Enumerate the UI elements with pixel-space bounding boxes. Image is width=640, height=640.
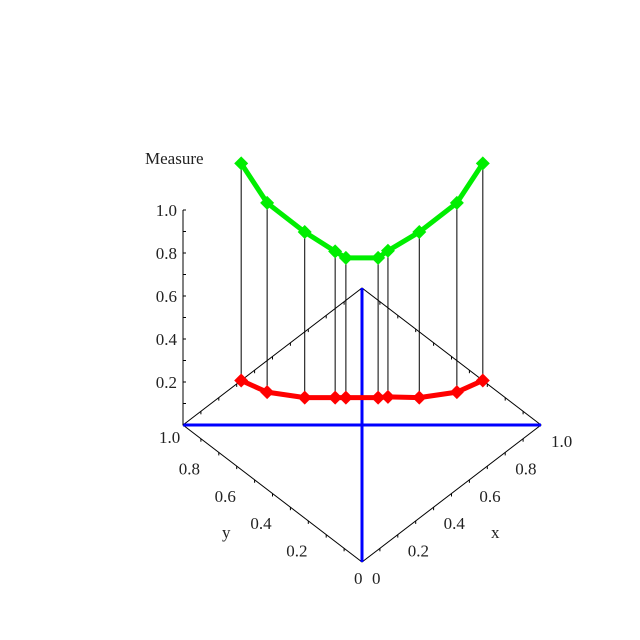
series-0-point bbox=[449, 385, 464, 400]
y-tick-label: 0.8 bbox=[179, 459, 200, 478]
z-tick-label: 0.2 bbox=[156, 373, 177, 392]
z-tick-label: 1.0 bbox=[156, 201, 177, 220]
series-0-point bbox=[328, 390, 343, 405]
z-tick-label: 0.4 bbox=[156, 330, 178, 349]
z-tick-label: 0.6 bbox=[156, 287, 177, 306]
x-tick-label: 0.4 bbox=[444, 514, 466, 533]
y-axis-label: y bbox=[222, 523, 231, 542]
series-1-point bbox=[260, 195, 275, 210]
z-axis-label: Measure bbox=[145, 149, 204, 168]
series-1-point bbox=[412, 225, 427, 240]
y-tick-label: 0 bbox=[354, 569, 363, 588]
series-0-point bbox=[260, 385, 275, 400]
series-group bbox=[234, 156, 490, 405]
x-axis-label: x bbox=[491, 523, 500, 542]
series-0-point bbox=[234, 373, 249, 388]
series-1-point bbox=[475, 156, 490, 171]
stems bbox=[240, 163, 484, 398]
series-1-point bbox=[338, 250, 353, 265]
series-1-point bbox=[234, 156, 249, 171]
x-tick-label: 0 bbox=[372, 569, 381, 588]
series-0-point bbox=[297, 390, 312, 405]
y-tick-label: 0.6 bbox=[215, 487, 236, 506]
floor-frame bbox=[182, 287, 542, 563]
series-0-point bbox=[338, 390, 353, 405]
series-0-line bbox=[240, 378, 484, 401]
y-tick-label: 0.2 bbox=[286, 542, 307, 561]
series-1-point bbox=[449, 195, 464, 210]
series-0-point bbox=[412, 390, 427, 405]
x-tick-label: 0.6 bbox=[479, 487, 500, 506]
x-tick-label: 0.2 bbox=[408, 542, 429, 561]
z-axis bbox=[182, 209, 186, 425]
series-0-point bbox=[475, 373, 490, 388]
x-tick-label: 1.0 bbox=[551, 432, 572, 451]
series-1-point bbox=[328, 244, 343, 259]
x-tick-label: 0.8 bbox=[515, 459, 536, 478]
series-1-point bbox=[380, 243, 395, 258]
series-0-point bbox=[371, 390, 386, 405]
y-tick-label: 0.4 bbox=[250, 514, 272, 533]
y-tick-label: 1.0 bbox=[159, 428, 180, 447]
series-1-point bbox=[297, 225, 312, 240]
z-tick-label: 0.8 bbox=[156, 244, 177, 263]
series-1-line bbox=[239, 161, 485, 261]
series-1-point bbox=[371, 250, 386, 265]
series-0-point bbox=[380, 389, 395, 404]
